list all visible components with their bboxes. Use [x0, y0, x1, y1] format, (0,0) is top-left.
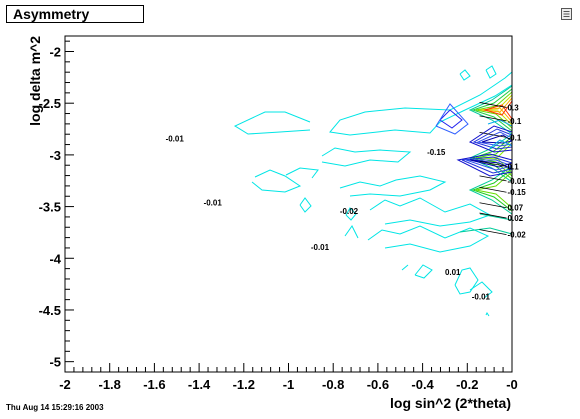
- canvas-title: Asymmetry: [6, 5, 144, 23]
- contour-label: 0.3: [508, 103, 520, 112]
- contour-line: [465, 159, 513, 171]
- contour-line: [233, 111, 311, 135]
- contour-line: [479, 213, 513, 221]
- x-tick-label: -1: [283, 377, 295, 392]
- x-tick-label: -0.2: [456, 377, 478, 392]
- contour-label: -0.15: [508, 188, 527, 197]
- x-tick-label: -1.4: [188, 377, 211, 392]
- contour-line: [345, 207, 357, 221]
- contour-line: [454, 267, 479, 295]
- contour-line: [478, 94, 513, 126]
- x-tick-label: -1.8: [98, 377, 120, 392]
- x-tick-label: -0.6: [367, 377, 389, 392]
- leader-line: [479, 229, 507, 235]
- y-tick-label: -3: [49, 148, 61, 163]
- contour-line: [476, 131, 513, 147]
- contour-line: [456, 153, 513, 177]
- leader-line: [479, 175, 507, 182]
- contour-label: 0.07: [508, 204, 524, 213]
- y-axis: -2 -2.5 -3 -3.5 -4 -4.5 -5: [39, 40, 74, 373]
- y-tick-label: -3.5: [39, 200, 61, 215]
- contour-labels: 0.3 -0.1 -0.1 -0.01 -0.15 0.1 -0.01 -0.15 -0.01 0…: [166, 103, 527, 301]
- contour-line: [471, 88, 513, 132]
- x-tick-label: -0: [506, 377, 518, 392]
- contour-line: [414, 264, 433, 279]
- leader-line: [479, 102, 507, 108]
- contour-label: -0.01: [508, 177, 527, 186]
- contour-line: [367, 225, 490, 253]
- contour-line: [339, 175, 447, 197]
- leader-line: [479, 212, 507, 219]
- y-tick-label: -4: [49, 251, 61, 266]
- contour-line: [299, 197, 312, 213]
- contour-line: [321, 147, 412, 167]
- y-tick-label: -2.5: [39, 96, 61, 111]
- contour-line: [468, 165, 513, 215]
- contour-line: [469, 281, 493, 299]
- leader-line: [479, 202, 507, 209]
- contour-label: -0.01: [311, 243, 330, 252]
- contour-line: [485, 312, 490, 317]
- x-tick-label: -1.2: [233, 377, 255, 392]
- contour-label: -0.15: [427, 148, 446, 157]
- contour-line: [475, 171, 513, 209]
- y-tick-label: -5: [49, 355, 61, 370]
- x-tick-label: -0.4: [411, 377, 434, 392]
- x-tick-label: -2: [59, 377, 71, 392]
- contour-line: [471, 168, 513, 212]
- contour-line: [485, 65, 497, 79]
- x-tick-label: -0.8: [322, 377, 344, 392]
- contour-line: [461, 156, 513, 174]
- leader-line: [479, 132, 507, 138]
- label-leader-lines: [479, 102, 507, 235]
- contour-line: [251, 169, 302, 193]
- contour-label: -0.01: [204, 199, 223, 208]
- contour-line: [472, 128, 513, 150]
- contour-line: [285, 167, 319, 179]
- contour-line: [435, 103, 469, 135]
- contour-line: [369, 197, 492, 227]
- contour-line: [483, 100, 513, 120]
- y-tick-label: -2: [49, 45, 61, 60]
- x-axis: -2 -1.8 -1.6 -1.4 -1.2 -1 -0.8 -0.6 -0.4 -0.2 -0: [59, 363, 518, 392]
- contour-line: [459, 69, 471, 81]
- contour-line: [459, 227, 513, 235]
- menu-icon[interactable]: [561, 8, 572, 20]
- contour-label: 0.02: [508, 214, 524, 223]
- contour-line: [344, 225, 359, 239]
- contour-label: -0.01: [472, 293, 491, 302]
- plot-frame: [64, 35, 513, 373]
- contour-label: -0.02: [340, 207, 359, 216]
- contour-label: 0.1: [508, 162, 520, 171]
- y-axis-label: log delta m^2: [27, 36, 43, 126]
- contour-label: 0.01: [445, 268, 461, 277]
- contour-label: -0.1: [508, 133, 522, 142]
- leader-line: [479, 186, 507, 193]
- contour-line: [468, 85, 513, 135]
- contour-line: [439, 109, 463, 129]
- contour-line: [489, 139, 513, 149]
- x-axis-label: log sin^2 (2*theta): [390, 395, 511, 411]
- leader-line: [479, 115, 507, 122]
- contour-line: [401, 264, 409, 271]
- y-tick-label: -4.5: [39, 303, 61, 318]
- x-tick-label: -1.6: [143, 377, 165, 392]
- contour-label: -0.02: [508, 231, 527, 240]
- timestamp: Thu Aug 14 15:29:16 2003: [6, 403, 104, 412]
- contour-line: [475, 91, 513, 129]
- contour-label: -0.1: [508, 117, 522, 126]
- contour-line: [468, 125, 513, 153]
- leader-line: [479, 160, 507, 167]
- contour-label: -0.01: [166, 134, 185, 143]
- contour-lines: [233, 65, 513, 317]
- contour-line: [329, 71, 513, 136]
